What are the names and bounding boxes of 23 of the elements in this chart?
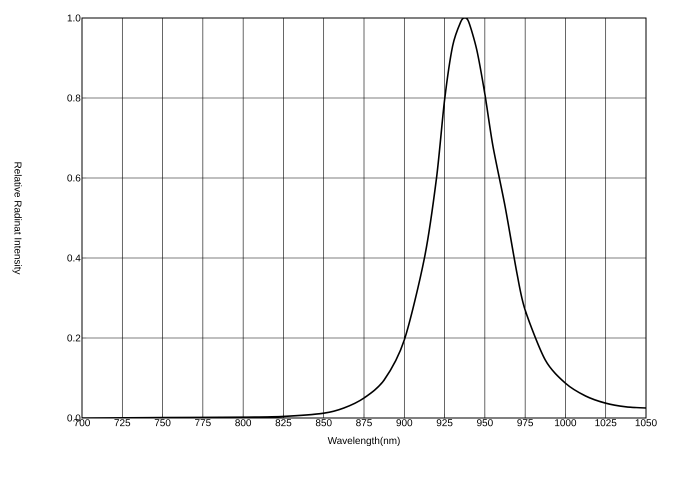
x-tick-label: 850 xyxy=(316,419,332,426)
x-axis-title: Wavelength(nm) xyxy=(328,436,400,446)
x-tick-label: 775 xyxy=(195,419,211,426)
x-tick-label: 900 xyxy=(396,419,412,426)
x-tick-label: 825 xyxy=(276,419,292,426)
x-tick-label: 800 xyxy=(235,419,252,426)
y-tick-label: 1.0 xyxy=(68,14,80,22)
x-tick-label: 875 xyxy=(356,419,372,426)
x-tick-label: 700 xyxy=(74,419,90,426)
y-tick-label: 0.0 xyxy=(67,414,80,422)
x-tick-label: 925 xyxy=(436,419,452,426)
y-tick-label: 0.6 xyxy=(67,174,80,182)
y-tick-label: 0.4 xyxy=(67,254,81,262)
x-tick-label: 1000 xyxy=(555,419,576,426)
x-tick-label: 1050 xyxy=(636,419,657,426)
x-tick-label: 725 xyxy=(114,419,130,426)
x-tick-label: 1025 xyxy=(595,419,616,426)
y-tick-label: 0.8 xyxy=(67,94,80,102)
y-axis-title: Relative Radinat Intensity xyxy=(12,162,22,274)
y-tick-label: 0.2 xyxy=(67,334,80,342)
x-tick-label: 975 xyxy=(517,419,534,426)
x-tick-label: 950 xyxy=(477,419,493,426)
x-tick-label: 750 xyxy=(154,419,170,426)
